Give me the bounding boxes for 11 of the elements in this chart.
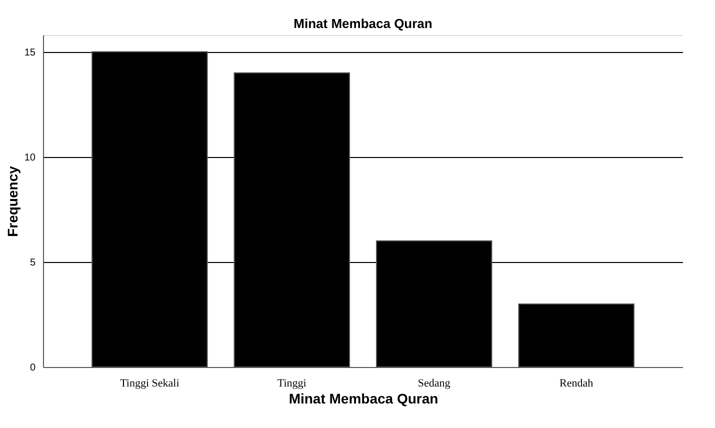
y-tick-label: 5 — [30, 257, 36, 268]
x-tick-label: Tinggi — [277, 378, 306, 390]
x-axis-title: Minat Membaca Quran — [288, 390, 438, 406]
chart-title: Minat Membaca Quran — [294, 16, 432, 31]
x-tick-label: Sedang — [418, 378, 451, 390]
y-tick-label: 15 — [24, 47, 36, 58]
y-tick-label: 10 — [24, 152, 36, 164]
x-tick-label: Rendah — [560, 378, 594, 390]
y-tick-label: 0 — [30, 362, 36, 374]
x-tick-label: Tinggi Sekali — [120, 378, 180, 390]
y-axis-title: Frequency — [4, 166, 20, 237]
